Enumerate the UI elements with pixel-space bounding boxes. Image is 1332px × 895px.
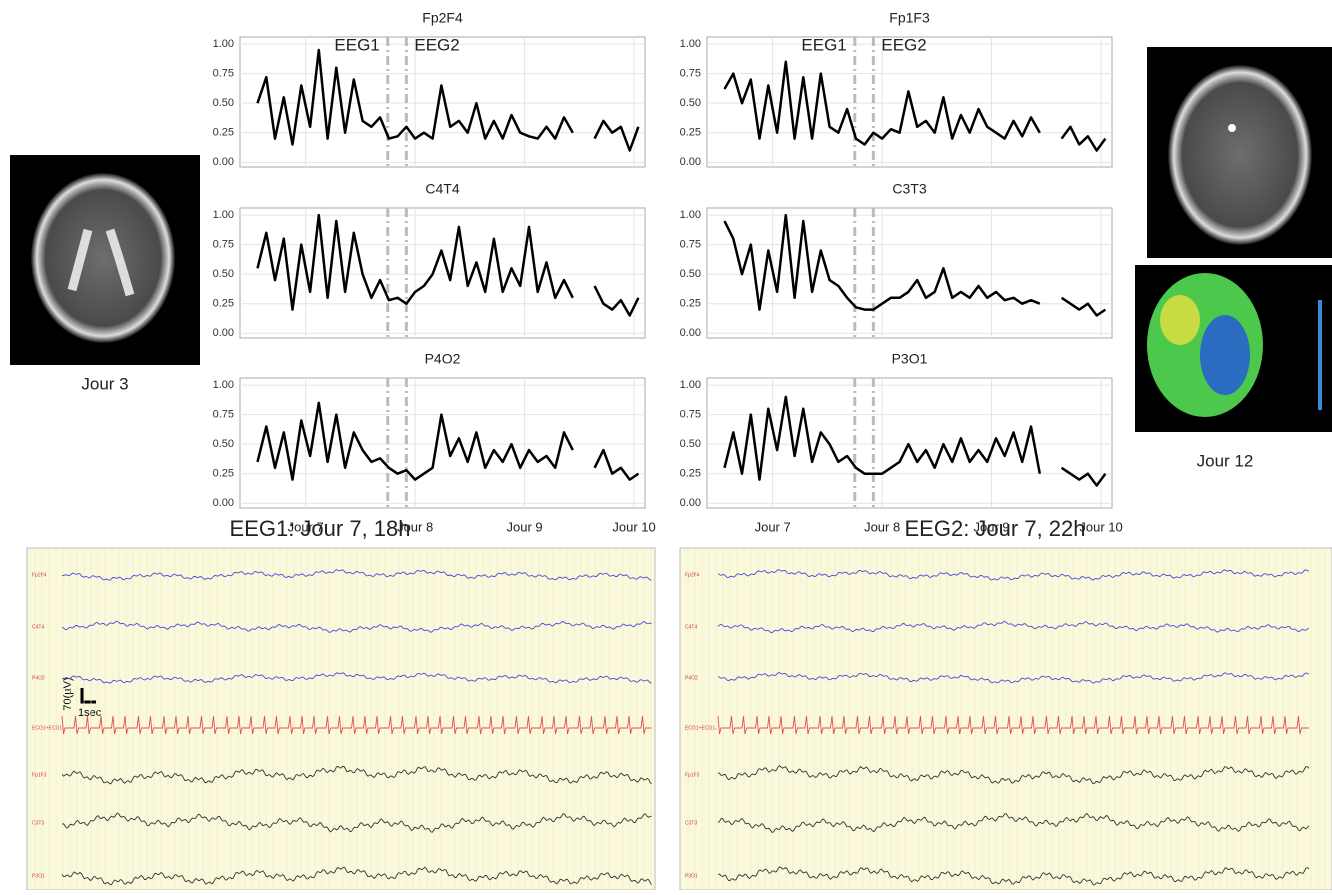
plot-area bbox=[240, 37, 645, 167]
plot-area bbox=[707, 37, 1112, 167]
y-tick-label: 1.00 bbox=[213, 209, 234, 221]
y-tick-label: 0.75 bbox=[213, 239, 234, 251]
channel-label: C4T4 bbox=[32, 624, 44, 630]
x-tick-label: Jour 7 bbox=[288, 519, 324, 534]
y-tick-label: 0.25 bbox=[213, 127, 234, 139]
y-tick-label: 0.75 bbox=[680, 68, 701, 80]
plot-area bbox=[707, 208, 1112, 338]
channel-label: C3T3 bbox=[685, 820, 697, 826]
y-tick-label: 1.00 bbox=[213, 38, 234, 50]
y-tick-label: 0.75 bbox=[680, 239, 701, 251]
x-tick-label: Jour 9 bbox=[974, 519, 1010, 534]
ct-detail bbox=[1228, 124, 1236, 132]
channel-label: Fp2F4 bbox=[32, 572, 47, 578]
x-tick-label: Jour 10 bbox=[1079, 519, 1122, 534]
y-tick-label: 0.75 bbox=[680, 409, 701, 421]
channel-label: Fp1F3 bbox=[32, 772, 47, 778]
y-tick-label: 0.25 bbox=[680, 468, 701, 480]
y-tick-label: 0.75 bbox=[213, 409, 234, 421]
y-tick-label: 0.50 bbox=[213, 97, 234, 109]
y-tick-label: 0.00 bbox=[213, 497, 234, 509]
x-tick-label: Jour 7 bbox=[755, 519, 791, 534]
plot-area bbox=[707, 378, 1112, 508]
y-tick-label: 0.25 bbox=[213, 468, 234, 480]
plot-area bbox=[240, 378, 645, 508]
ct-brain bbox=[31, 173, 175, 343]
y-tick-label: 0.50 bbox=[680, 268, 701, 280]
x-tick-label: Jour 8 bbox=[864, 519, 900, 534]
channel-label: P3O1 bbox=[32, 873, 45, 879]
chart-title: P3O1 bbox=[892, 351, 928, 367]
channel-label: C4T4 bbox=[685, 624, 697, 630]
image-label: Jour 3 bbox=[81, 374, 128, 393]
eeg-panel bbox=[27, 548, 655, 890]
channel-label: C3T3 bbox=[32, 820, 44, 826]
scale-amplitude: 70(µV) bbox=[62, 677, 74, 710]
annotation: EEG2 bbox=[881, 35, 926, 54]
annotation: EEG1 bbox=[801, 35, 846, 54]
perfusion-region bbox=[1160, 295, 1200, 345]
chart-title: C4T4 bbox=[425, 181, 459, 197]
y-tick-label: 0.50 bbox=[680, 438, 701, 450]
x-tick-label: Jour 9 bbox=[507, 519, 543, 534]
channel-label: ECG1+ECG1- bbox=[685, 725, 717, 731]
channel-label: ECG1+ECG1- bbox=[32, 725, 64, 731]
plot-area bbox=[240, 208, 645, 338]
channel-label: P4O2 bbox=[32, 675, 45, 681]
annotation: EEG2 bbox=[414, 35, 459, 54]
y-tick-label: 1.00 bbox=[680, 209, 701, 221]
figure: Jour 3 Jour 12 EEG1: Jour 7, 18h EEG2: J… bbox=[0, 0, 1332, 890]
channel-label: Fp1F3 bbox=[685, 772, 700, 778]
y-tick-label: 0.25 bbox=[213, 298, 234, 310]
x-tick-label: Jour 10 bbox=[612, 519, 655, 534]
chart-title: Fp1F3 bbox=[889, 10, 930, 26]
y-tick-label: 1.00 bbox=[680, 379, 701, 391]
y-tick-label: 0.25 bbox=[680, 127, 701, 139]
channel-label: Fp2F4 bbox=[685, 572, 700, 578]
annotation: EEG1 bbox=[334, 35, 379, 54]
y-tick-label: 0.00 bbox=[680, 327, 701, 339]
x-tick-label: Jour 8 bbox=[397, 519, 433, 534]
perfusion-region bbox=[1200, 315, 1250, 395]
y-tick-label: 0.00 bbox=[680, 497, 701, 509]
channel-label: P4O2 bbox=[685, 675, 698, 681]
y-tick-label: 0.00 bbox=[680, 156, 701, 168]
ct-brain bbox=[1168, 65, 1312, 245]
y-tick-label: 1.00 bbox=[213, 379, 234, 391]
y-tick-label: 0.50 bbox=[680, 97, 701, 109]
y-tick-label: 0.00 bbox=[213, 327, 234, 339]
chart-title: P4O2 bbox=[425, 351, 461, 367]
y-tick-label: 1.00 bbox=[680, 38, 701, 50]
y-tick-label: 0.00 bbox=[213, 156, 234, 168]
y-tick-label: 0.50 bbox=[213, 438, 234, 450]
y-tick-label: 0.75 bbox=[213, 68, 234, 80]
y-tick-label: 0.50 bbox=[213, 268, 234, 280]
y-tick-label: 0.25 bbox=[680, 298, 701, 310]
color-scale bbox=[1318, 300, 1322, 410]
chart-title: Fp2F4 bbox=[422, 10, 463, 26]
channel-label: P3O1 bbox=[685, 873, 698, 879]
chart-title: C3T3 bbox=[892, 181, 926, 197]
image-label: Jour 12 bbox=[1197, 451, 1254, 470]
